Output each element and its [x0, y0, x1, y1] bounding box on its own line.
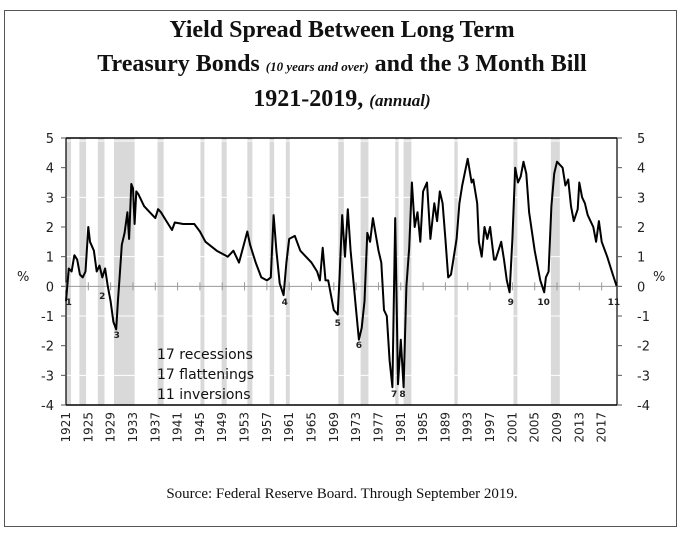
x-tick-label: 1933	[126, 412, 140, 443]
x-tick-label: 1965	[305, 412, 319, 443]
recession-bar-16	[513, 138, 518, 405]
x-tick-label: 1969	[327, 412, 341, 443]
y-tick-right-label: -3	[637, 369, 650, 384]
inversion-annotations: 1 2 3 4 5 6 7 8 9 10 11	[66, 292, 621, 400]
note-recessions: 17 recessions	[157, 347, 253, 363]
y-ticks-left: 5 4 3 2 1 0 -1 -2 -3 -4	[41, 132, 66, 414]
y-tick-left-label: 2	[46, 221, 54, 236]
source-note: Source: Federal Reserve Board. Through S…	[166, 486, 518, 502]
y-tick-left-label: 0	[46, 280, 54, 295]
x-tick-label: 2009	[550, 412, 564, 443]
recession-bars	[66, 138, 560, 405]
axes	[65, 137, 618, 406]
y-tick-right-label: 5	[637, 132, 645, 147]
x-tick-label: 1957	[260, 412, 274, 443]
y-tick-left-label: 4	[46, 162, 54, 177]
recession-bar-5	[157, 138, 164, 405]
recession-bar-2	[79, 138, 87, 405]
x-tick-label: 2001	[505, 412, 519, 443]
x-tick-label: 1973	[349, 412, 363, 443]
title-line-3-note: (annual)	[369, 91, 431, 110]
inversion-label-6: 6	[356, 341, 362, 351]
x-tick-label: 1925	[81, 412, 95, 443]
title-line-1-text: Yield Spread Between Long Term	[169, 17, 515, 43]
inversion-label-9: 9	[508, 298, 514, 308]
y-tick-right-label: -4	[637, 399, 650, 414]
y-tick-right-label: 2	[637, 221, 645, 236]
x-tick-label: 1989	[438, 412, 452, 443]
x-tick-label: 2013	[572, 412, 586, 443]
x-tick-label: 1961	[282, 412, 296, 443]
y-tick-left-label: 1	[46, 251, 54, 266]
y-axis-label-left: %	[17, 270, 29, 285]
x-ticks: 1921 1925 1929 1933 1937 1941 1945 1949 1953 1957…	[59, 282, 609, 443]
x-tick-label: 1953	[238, 412, 252, 443]
x-tick-label: 1997	[483, 412, 497, 443]
inversion-label-8: 8	[399, 390, 405, 400]
recession-grid-breaks	[66, 140, 617, 376]
y-tick-left-label: 5	[46, 132, 54, 147]
chart-title-line-3: 1921-2019, (annual)	[0, 86, 684, 113]
x-tick-label: 1941	[171, 412, 185, 443]
y-tick-left-label: -4	[41, 399, 54, 414]
recession-bar-8	[247, 138, 253, 405]
recession-bar-6	[200, 138, 205, 405]
x-tick-label: 1977	[371, 412, 385, 443]
y-tick-right-label: -1	[637, 310, 650, 325]
y-ticks-right: 5 4 3 2 1 0 -1 -2 -3 -4	[617, 132, 650, 414]
recession-bar-10	[285, 138, 290, 405]
x-tick-label: 1993	[461, 412, 475, 443]
recession-bar-12	[360, 138, 369, 405]
recession-bar-4	[113, 138, 135, 405]
inversion-label-11: 11	[608, 298, 621, 308]
recession-bar-15	[454, 138, 458, 405]
x-tick-label: 1945	[193, 412, 207, 443]
inversion-label-1: 1	[66, 298, 72, 308]
y-axis-label-right: %	[653, 270, 665, 285]
recession-bar-7	[221, 138, 227, 405]
inversion-label-4: 4	[282, 298, 288, 308]
x-tick-label: 1937	[148, 412, 162, 443]
chart-title-line-1: Yield Spread Between Long Term	[0, 17, 684, 44]
inversion-label-3: 3	[114, 331, 120, 341]
y-tick-left-label: -3	[41, 369, 54, 384]
y-tick-right-label: 1	[637, 251, 645, 266]
series-group	[65, 157, 618, 389]
note-inversions: 11 inversions	[157, 387, 251, 403]
y-tick-left-label: -1	[41, 310, 54, 325]
title-line-2-tail: and the 3 Month Bill	[374, 51, 587, 77]
y-tick-right-label: 4	[637, 162, 645, 177]
x-tick-label: 1985	[416, 412, 430, 443]
x-tick-label: 2005	[528, 412, 542, 443]
x-tick-label: 1921	[59, 412, 73, 443]
x-tick-label: 2017	[595, 412, 609, 443]
y-tick-right-label: -2	[637, 340, 650, 355]
y-tick-left-label: -2	[41, 340, 54, 355]
y-tick-left-label: 3	[46, 191, 54, 206]
series-line-yield-spread	[65, 157, 618, 389]
recession-bar-11	[338, 138, 344, 405]
y-tick-right-label: 3	[637, 191, 645, 206]
title-line-3-main: 1921-2019,	[253, 86, 364, 112]
title-line-2-note: (10 years and over)	[265, 59, 369, 74]
y-tick-right-label: 0	[637, 280, 645, 295]
inversion-label-2: 2	[99, 292, 105, 302]
x-tick-label: 1981	[394, 412, 408, 443]
note-flattenings: 17 flattenings	[157, 367, 254, 383]
chart-title-line-2: Treasury Bonds (10 years and over) and t…	[0, 51, 684, 78]
x-tick-label: 1949	[215, 412, 229, 443]
inversion-label-7: 7	[391, 390, 397, 400]
x-tick-label: 1929	[104, 412, 118, 443]
inversion-label-10: 10	[537, 298, 550, 308]
recession-bar-17	[550, 138, 560, 405]
title-line-2-main: Treasury Bonds	[97, 51, 260, 77]
inversion-label-5: 5	[335, 319, 341, 329]
